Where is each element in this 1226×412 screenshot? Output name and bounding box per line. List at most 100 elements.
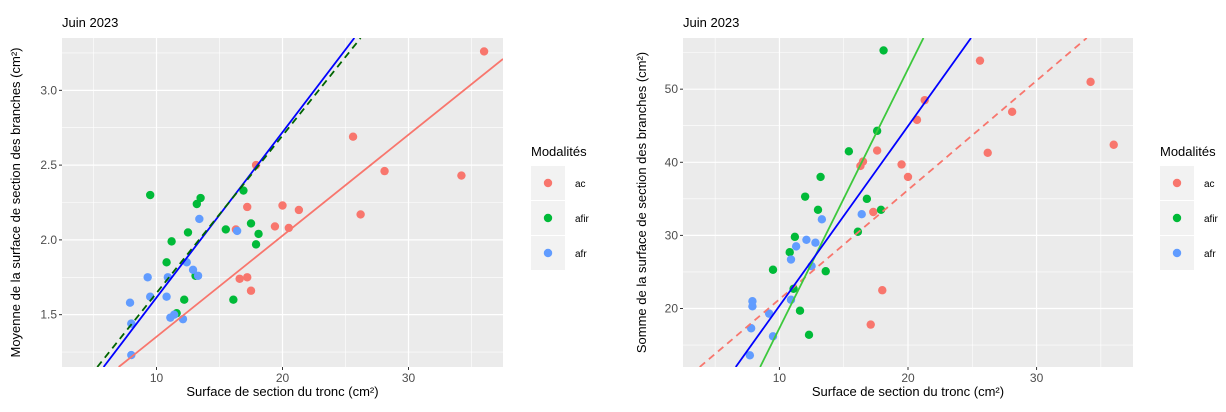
x-tick-label: 30: [402, 371, 416, 385]
legend-marker-afir: [1172, 213, 1182, 223]
point-afir: [768, 265, 778, 274]
point-afr: [193, 271, 203, 280]
y-tick-label: 2.0: [40, 233, 57, 247]
chart-moyenne: 10 20 30 1.5 2.0 2.5 3.0 Juin 2023 Surface de se…: [8, 15, 590, 399]
legend-label: afir: [1204, 214, 1219, 225]
point-afir: [816, 172, 825, 182]
point-afr: [764, 309, 774, 318]
point-afir: [795, 306, 805, 315]
point-afr: [195, 214, 204, 224]
y-axis-label: Moyenne de la surface de section des bra…: [8, 48, 23, 358]
data-layer: [96, 38, 503, 367]
point-ac: [920, 95, 929, 105]
legend-marker-afr: [1172, 248, 1182, 258]
point-ac: [243, 273, 252, 282]
point-ac: [1007, 107, 1017, 117]
point-afir: [804, 330, 814, 340]
legend: Modalités ac afir afr: [531, 144, 590, 270]
point-ac: [872, 146, 882, 155]
point-afr: [857, 209, 866, 219]
point-ac: [903, 172, 913, 182]
point-afir: [229, 295, 238, 304]
point-afir: [162, 258, 171, 267]
point-afir: [789, 284, 798, 293]
point-afr: [811, 238, 820, 247]
legend-marker-afr: [543, 248, 553, 258]
point-afir: [167, 237, 176, 246]
point-afr: [745, 351, 755, 360]
point-ac: [983, 148, 992, 157]
point-afr: [802, 235, 811, 244]
fit-line: [118, 58, 503, 367]
point-afir: [251, 240, 261, 249]
point-afir: [800, 192, 810, 201]
point-ac: [278, 201, 287, 210]
point-ac: [270, 222, 280, 231]
y-tick-label: 40: [665, 155, 679, 169]
y-tick-label: 50: [665, 82, 679, 96]
legend-label: afir: [575, 214, 590, 225]
legend-title: Modalités: [1160, 144, 1216, 159]
point-ac: [246, 286, 256, 295]
chart-title: Juin 2023: [62, 15, 118, 30]
point-afir: [862, 194, 872, 204]
y-tick-label: 30: [665, 228, 679, 242]
x-tick-label: 20: [901, 371, 915, 385]
point-ac: [380, 166, 389, 176]
y-axis-label: Somme de la surface de section des branc…: [634, 52, 649, 353]
data-layer: [699, 38, 1118, 367]
point-ac: [294, 205, 304, 215]
legend-marker-ac: [1172, 178, 1182, 188]
point-afr: [127, 350, 136, 360]
fit-line: [759, 38, 925, 367]
y-tick-label: 1.5: [40, 308, 57, 322]
point-afr: [162, 292, 171, 301]
point-afir: [254, 229, 263, 239]
legend-label: afr: [1204, 249, 1216, 260]
point-afir: [790, 232, 800, 242]
point-afr: [748, 297, 757, 306]
point-ac: [1109, 140, 1118, 149]
point-afr: [188, 265, 198, 274]
point-afir: [879, 46, 888, 55]
point-ac: [348, 132, 358, 141]
point-afir: [180, 295, 189, 304]
point-ac: [356, 210, 365, 219]
point-afir: [196, 193, 205, 203]
legend-label: ac: [1204, 179, 1215, 190]
y-tick-label: 3.0: [40, 83, 57, 97]
point-afir: [246, 219, 256, 228]
x-axis-label: Surface de section du tronc (cm²): [186, 384, 378, 399]
point-ac: [866, 320, 875, 329]
x-axis-label: Surface de section du tronc (cm²): [812, 384, 1004, 399]
legend-title: Modalités: [531, 144, 587, 159]
point-afir: [192, 199, 202, 209]
point-ac: [457, 171, 466, 180]
fit-line: [734, 38, 972, 367]
point-afr: [791, 242, 801, 251]
x-tick-label: 10: [773, 371, 787, 385]
point-ac: [869, 207, 878, 217]
point-afir: [183, 228, 193, 237]
point-ac: [235, 274, 244, 283]
y-tick-label: 2.5: [40, 158, 57, 172]
x-tick-label: 20: [276, 371, 290, 385]
point-afr: [169, 310, 179, 319]
point-afr: [143, 273, 152, 282]
point-afir: [785, 248, 794, 257]
point-afir: [146, 190, 155, 200]
x-tick-label: 30: [1030, 371, 1044, 385]
point-ac: [479, 47, 489, 56]
point-afr: [786, 255, 796, 264]
point-ac: [243, 202, 252, 212]
y-tick-label: 20: [665, 302, 679, 316]
legend: Modalités ac afir afr: [1160, 144, 1219, 270]
fit-line: [96, 38, 362, 367]
point-ac: [975, 56, 985, 65]
chart-somme: 10 20 30 20 30 40 50 Juin 2023 Surface de sectio…: [634, 15, 1219, 399]
legend-label: ac: [575, 179, 586, 190]
point-afir: [813, 205, 823, 215]
point-afir: [221, 225, 230, 234]
point-afr: [232, 226, 242, 236]
